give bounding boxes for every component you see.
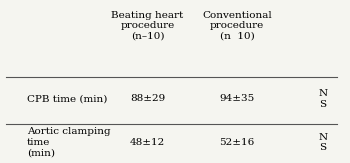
Text: 88±29: 88±29 [130, 94, 165, 104]
Text: CPB time (min): CPB time (min) [27, 94, 107, 104]
Text: 94±35: 94±35 [219, 94, 255, 104]
Text: Beating heart
procedure
(n–10): Beating heart procedure (n–10) [111, 11, 183, 40]
Text: N
S: N S [318, 89, 328, 109]
Text: Aortic clamping
time
(min): Aortic clamping time (min) [27, 127, 111, 157]
Text: Conventional
procedure
(n  10): Conventional procedure (n 10) [202, 11, 272, 40]
Text: 52±16: 52±16 [219, 138, 255, 147]
Text: 48±12: 48±12 [130, 138, 165, 147]
Text: N
S: N S [318, 133, 328, 152]
